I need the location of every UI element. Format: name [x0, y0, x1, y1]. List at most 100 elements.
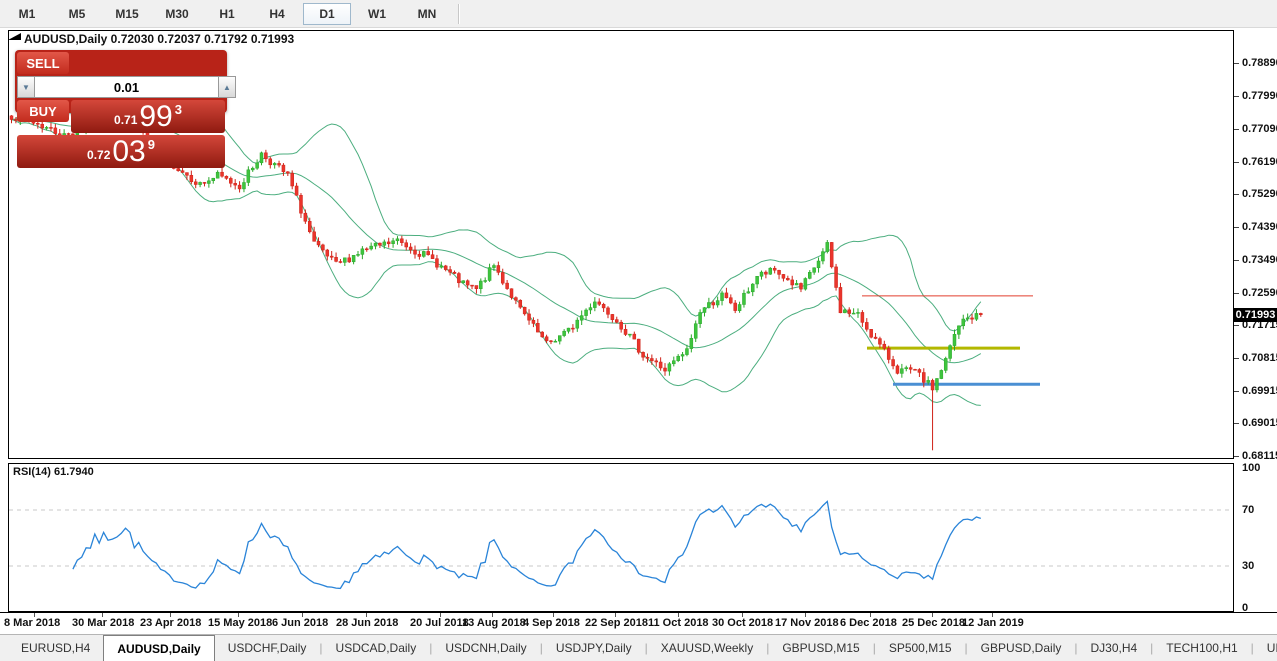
candle-body [66, 133, 71, 135]
candle-body [373, 242, 378, 247]
candle-body [386, 241, 391, 245]
time-axis-label: 6 Dec 2018 [840, 617, 897, 629]
rsi-indicator-panel[interactable] [8, 463, 1234, 612]
time-axis[interactable]: 8 Mar 2018 30 Mar 2018 23 Apr 2018 15 May 2… [0, 612, 1277, 635]
price-axis-tick [1234, 423, 1239, 425]
candle-body [632, 333, 637, 340]
candle-body [307, 221, 312, 233]
timeframe-button-h4[interactable]: H4 [269, 6, 285, 21]
candle-body [856, 312, 860, 314]
candle-body [781, 274, 786, 279]
timeframe-button-m15[interactable]: M15 [115, 6, 139, 21]
timeframe-button-mn[interactable]: MN [417, 6, 437, 21]
candle-body [869, 329, 873, 338]
one-click-trading-panel: SELL ▼ ▲ BUY 0.71 99 3 0.72 03 9 [15, 50, 236, 168]
candle-body [400, 238, 404, 243]
candle-body [408, 246, 413, 251]
candle-body [180, 170, 185, 173]
chart-tab-gbpusd[interactable]: GBPUSD,Daily [980, 641, 1062, 655]
chart-tab-usdchf[interactable]: USDCHF,Daily [227, 641, 307, 655]
volume-increase-icon[interactable]: ▲ [218, 76, 236, 98]
chart-tab-ukoil[interactable]: UKOil,H1 [1266, 641, 1277, 655]
candle-body [36, 123, 40, 125]
candle-body [623, 329, 628, 335]
candle-body [461, 280, 466, 284]
candle-body [926, 380, 930, 383]
candle-body [812, 267, 816, 273]
chart-tab-xauusd[interactable]: XAUUSD,Weekly [660, 641, 754, 655]
time-axis-tick [366, 613, 367, 617]
candle-body [435, 258, 439, 268]
buy-price-pip: 9 [147, 137, 155, 152]
rsi-line [72, 500, 981, 590]
candle-body [676, 355, 680, 361]
candle-body [202, 182, 207, 184]
candle-body [378, 242, 382, 246]
rsi-chart[interactable] [9, 464, 1233, 611]
volume-decrease-icon[interactable]: ▼ [17, 76, 35, 98]
chart-tab-eurusd[interactable]: EURUSD,H4 [21, 641, 91, 655]
buy-button[interactable]: BUY [17, 100, 69, 122]
timeframe-button-d1[interactable]: D1 [303, 2, 351, 25]
candle-body [878, 338, 882, 345]
candle-body [9, 115, 14, 120]
chart-tab-tech100[interactable]: TECH100,H1 [1166, 641, 1238, 655]
candle-body [404, 242, 408, 248]
candle-body [729, 297, 733, 304]
timeframe-toolbar: M1 M5 M15 M30 H1 H4 D1 W1 MN [0, 0, 1277, 28]
timeframe-button-m5[interactable]: M5 [68, 6, 86, 21]
candle-body [312, 231, 316, 242]
candle-body [650, 358, 654, 362]
chart-tab-usdcad[interactable]: USDCAD,Daily [335, 641, 417, 655]
candle-body [711, 302, 716, 306]
time-axis-tick [553, 613, 554, 617]
chart-shift-marker-icon[interactable] [8, 33, 21, 40]
candle-body [693, 323, 698, 339]
time-axis-label: 17 Nov 2018 [775, 617, 839, 629]
sell-button[interactable]: SELL [17, 52, 69, 74]
volume-input[interactable] [35, 76, 218, 98]
time-axis-label: 6 Jun 2018 [272, 617, 329, 629]
chart-tab-audusd[interactable]: AUDUSD,Daily [103, 635, 215, 661]
candle-body [746, 291, 751, 294]
buy-price-button[interactable]: 0.72 03 9 [17, 135, 225, 168]
time-axis-label: 25 Dec 2018 [902, 617, 965, 629]
candle-body [908, 367, 913, 370]
candle-body [667, 363, 672, 372]
sell-price-button[interactable]: 0.71 99 3 [71, 100, 225, 133]
price-axis-tick [1234, 161, 1239, 163]
candle-body [193, 181, 198, 185]
candle-body [294, 185, 299, 196]
candle-body [979, 313, 983, 315]
chart-tab-dj30[interactable]: DJ30,H4 [1090, 641, 1138, 655]
candle-body [448, 269, 452, 273]
candle-body [900, 368, 904, 374]
candle-body [492, 265, 496, 268]
candle-body [970, 317, 974, 320]
time-axis-tick [615, 613, 616, 617]
chart-tab-sp500[interactable]: SP500,M15 [888, 641, 952, 655]
candle-body [654, 360, 658, 363]
candle-body [829, 242, 834, 268]
timeframe-button-m30[interactable]: M30 [165, 6, 189, 21]
chart-tab-gbpusd[interactable]: GBPUSD,M15 [782, 641, 860, 655]
time-axis-tick [440, 613, 441, 617]
timeframe-button-m1[interactable]: M1 [18, 6, 36, 21]
chart-tab-usdcnh[interactable]: USDCNH,Daily [445, 641, 527, 655]
candle-body [759, 271, 764, 277]
time-axis-label: 12 Jan 2019 [962, 617, 1024, 629]
candle-body [939, 370, 944, 379]
candle-body [558, 335, 562, 342]
candle-body [185, 172, 189, 176]
candle-body [724, 292, 729, 299]
chart-tab-usdjpy[interactable]: USDJPY,Daily [555, 641, 632, 655]
timeframe-button-h1[interactable]: H1 [219, 6, 235, 21]
candle-body [514, 297, 518, 301]
candle-body [742, 292, 746, 305]
time-axis-label: 13 Aug 2018 [462, 617, 526, 629]
candle-body [636, 338, 641, 353]
timeframe-button-w1[interactable]: W1 [368, 6, 386, 21]
time-axis-label: 30 Oct 2018 [712, 617, 774, 629]
